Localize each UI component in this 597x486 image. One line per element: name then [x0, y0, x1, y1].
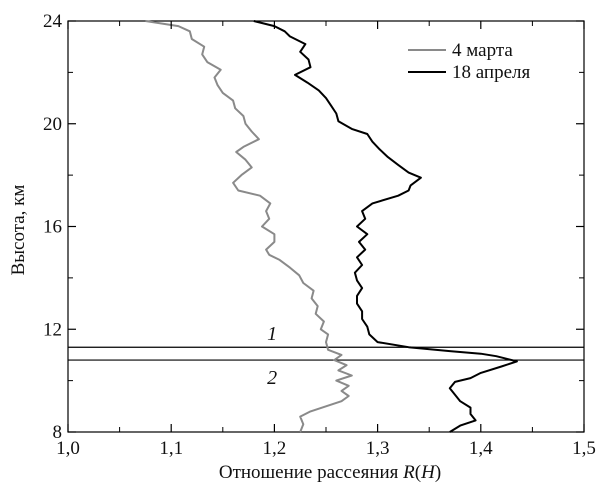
- series-lines: [145, 20, 518, 433]
- x-axis: 1,0 1,1 1,2 1,3 1,4 1,5: [56, 21, 596, 459]
- x-tick-label: 1,0: [56, 438, 80, 459]
- series-line-1: [145, 20, 353, 433]
- x-axis-symbol-arg: H: [420, 462, 436, 483]
- x-axis-symbol: R: [402, 462, 415, 483]
- x-tick-label: 1,5: [572, 438, 596, 459]
- x-axis-title: Отношение рассеяния R(H): [219, 462, 441, 483]
- x-axis-paren-open: (: [415, 462, 421, 483]
- legend-label-series-1: 4 марта: [452, 40, 513, 61]
- y-tick-label: 24: [43, 11, 63, 32]
- y-tick-label: 8: [53, 422, 63, 443]
- y-tick-label: 16: [43, 217, 62, 238]
- series-line-2: [253, 20, 518, 433]
- reference-lines: 12: [68, 323, 584, 389]
- reference-line-label-1: 1: [267, 323, 277, 345]
- x-tick-label: 1,4: [469, 438, 493, 459]
- x-axis-paren-close: ): [435, 462, 441, 483]
- y-tick-label: 20: [43, 114, 62, 135]
- x-tick-label: 1,2: [263, 438, 287, 459]
- x-tick-label: 1,1: [159, 438, 183, 459]
- legend: 4 марта 18 апреля: [408, 40, 531, 83]
- x-axis-title-text: Отношение рассеяния: [219, 462, 399, 483]
- legend-label-series-2: 18 апреля: [452, 62, 531, 83]
- reference-line-label-2: 2: [267, 367, 277, 389]
- y-tick-label: 12: [43, 319, 62, 340]
- x-tick-label: 1,3: [366, 438, 390, 459]
- y-axis-title: Высота, км: [8, 185, 29, 276]
